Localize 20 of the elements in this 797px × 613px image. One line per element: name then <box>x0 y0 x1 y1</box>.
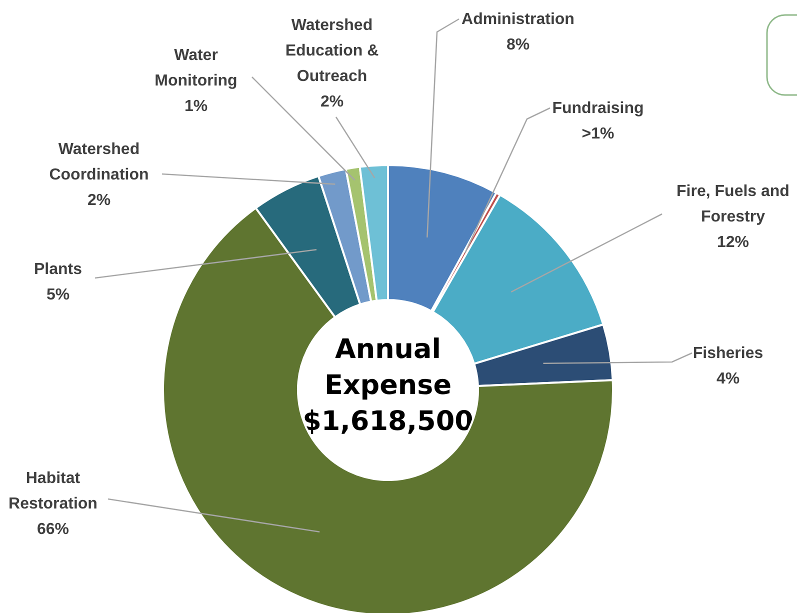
data-label: 2% <box>87 192 111 209</box>
slice-label: Water Monitoring <box>154 47 238 90</box>
data-label: 12% <box>716 234 750 251</box>
slice-label: Fire, Fuels and Forestry <box>676 183 790 226</box>
text: $1,618,500 <box>302 406 474 437</box>
slice-label: Fundraising <box>552 100 644 117</box>
data-label: 66% <box>36 521 70 538</box>
text: Annual Expense <box>324 334 452 401</box>
data-label: 4% <box>716 370 740 388</box>
data-label: 1% <box>184 98 208 115</box>
slice-label: Administration <box>462 11 574 28</box>
data-label: 8% <box>506 36 530 54</box>
data-label: >1% <box>582 126 614 142</box>
slice-label: Watershed Coordination <box>49 141 149 184</box>
slice-label: Fisheries <box>692 345 764 362</box>
data-label: 2% <box>320 94 344 110</box>
slice-label: Watershed Education & Outreach <box>285 17 380 85</box>
slice-label: Habitat Restoration <box>8 470 98 512</box>
data-label: 5% <box>46 286 70 304</box>
slice-label: Plants <box>34 261 82 278</box>
